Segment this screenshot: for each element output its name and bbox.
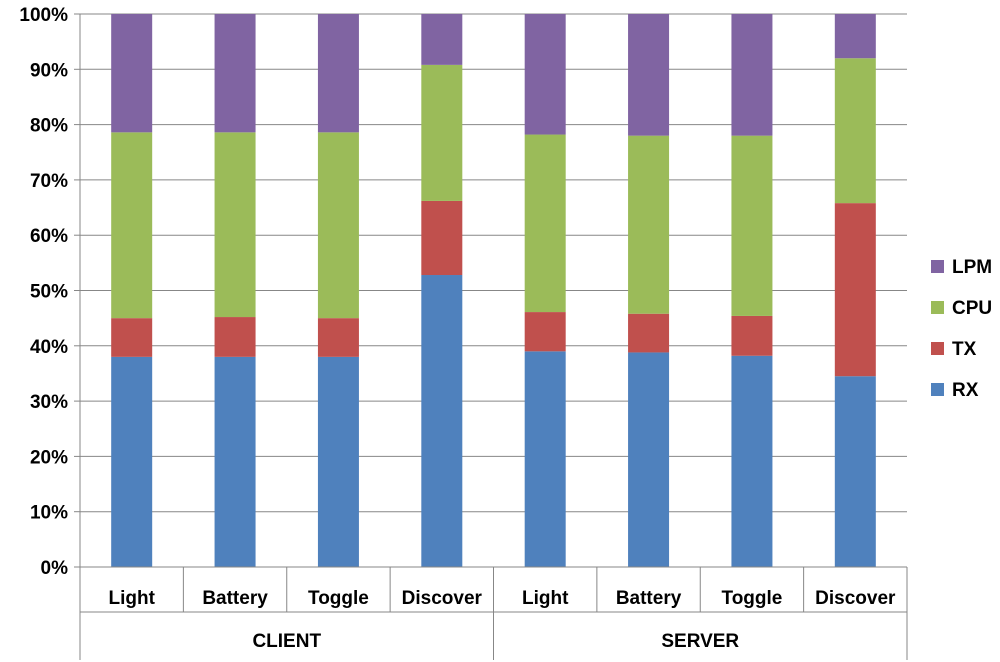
y-tick-label: 10% (30, 503, 68, 524)
bar-segment-lpm (834, 14, 876, 59)
x-category-label: Toggle (722, 588, 783, 609)
x-category-label: Discover (815, 588, 896, 609)
bar-segment-tx (731, 315, 773, 356)
bar-segment-cpu (834, 58, 876, 204)
bar-segment-cpu (111, 132, 153, 319)
x-category-label: Light (108, 588, 155, 609)
bar-segment-cpu (731, 135, 773, 316)
bar-segment-tx (421, 200, 463, 276)
legend: LPM CPU TX RX (931, 257, 992, 401)
bar-segment-rx (834, 376, 876, 567)
y-tick-label: 0% (41, 558, 69, 579)
bars (111, 14, 876, 567)
legend-swatch-cpu (931, 301, 944, 314)
bar-segment-rx (731, 355, 773, 567)
gridlines (80, 13, 907, 568)
legend-label-tx: TX (952, 339, 977, 360)
x-category-label: Light (522, 588, 569, 609)
bar-segment-rx (628, 352, 670, 567)
bar-segment-lpm (421, 14, 463, 65)
bar-segment-tx (524, 312, 566, 352)
y-tick-label: 90% (30, 60, 68, 81)
bar-segment-rx (524, 351, 566, 567)
bar-segment-rx (111, 356, 153, 567)
x-group-label: CLIENT (252, 631, 321, 652)
y-tick-label: 50% (30, 282, 68, 303)
x-category-label: Battery (616, 588, 682, 609)
bar-segment-tx (317, 318, 359, 357)
x-category-label: Discover (402, 588, 483, 609)
bar-segment-tx (214, 317, 256, 357)
y-tick-label: 60% (30, 226, 68, 247)
legend-label-lpm: LPM (952, 257, 992, 278)
legend-label-cpu: CPU (952, 298, 992, 319)
y-tick-labels: 0% 10% 20% 30% 40% 50% 60% 70% 80% 90% 100% (19, 5, 68, 579)
x-group-label: SERVER (661, 631, 739, 652)
bar-segment-tx (111, 318, 153, 357)
y-tick-label: 80% (30, 116, 68, 137)
bar-segment-cpu (524, 134, 566, 313)
axes (74, 13, 908, 660)
legend-swatch-tx (931, 342, 944, 355)
bar-segment-rx (421, 275, 463, 567)
y-tick-label: 20% (30, 447, 68, 468)
legend-swatch-rx (931, 383, 944, 396)
bar-segment-cpu (214, 132, 256, 318)
y-tick-label: 40% (30, 337, 68, 358)
bar-segment-cpu (628, 135, 670, 314)
y-tick-label: 30% (30, 392, 68, 413)
bar-segment-lpm (214, 14, 256, 133)
bar-segment-tx (628, 313, 670, 353)
x-category-label: Battery (202, 588, 268, 609)
y-tick-label: 100% (19, 5, 68, 26)
bar-segment-rx (317, 356, 359, 567)
bar-segment-rx (214, 356, 256, 567)
x-group-labels: CLIENT SERVER (252, 631, 739, 652)
legend-swatch-lpm (931, 260, 944, 273)
y-tick-label: 70% (30, 171, 68, 192)
bar-segment-cpu (317, 132, 359, 319)
bar-segment-lpm (317, 14, 359, 133)
x-category-labels: Light Battery Toggle Discover Light Battery To… (108, 588, 896, 609)
bar-segment-tx (834, 203, 876, 377)
bar-segment-lpm (731, 14, 773, 136)
bar-segment-lpm (524, 14, 566, 135)
bar-segment-lpm (628, 14, 670, 136)
legend-label-rx: RX (952, 380, 979, 401)
bar-segment-cpu (421, 64, 463, 201)
bar-segment-lpm (111, 14, 153, 133)
x-category-label: Toggle (308, 588, 369, 609)
